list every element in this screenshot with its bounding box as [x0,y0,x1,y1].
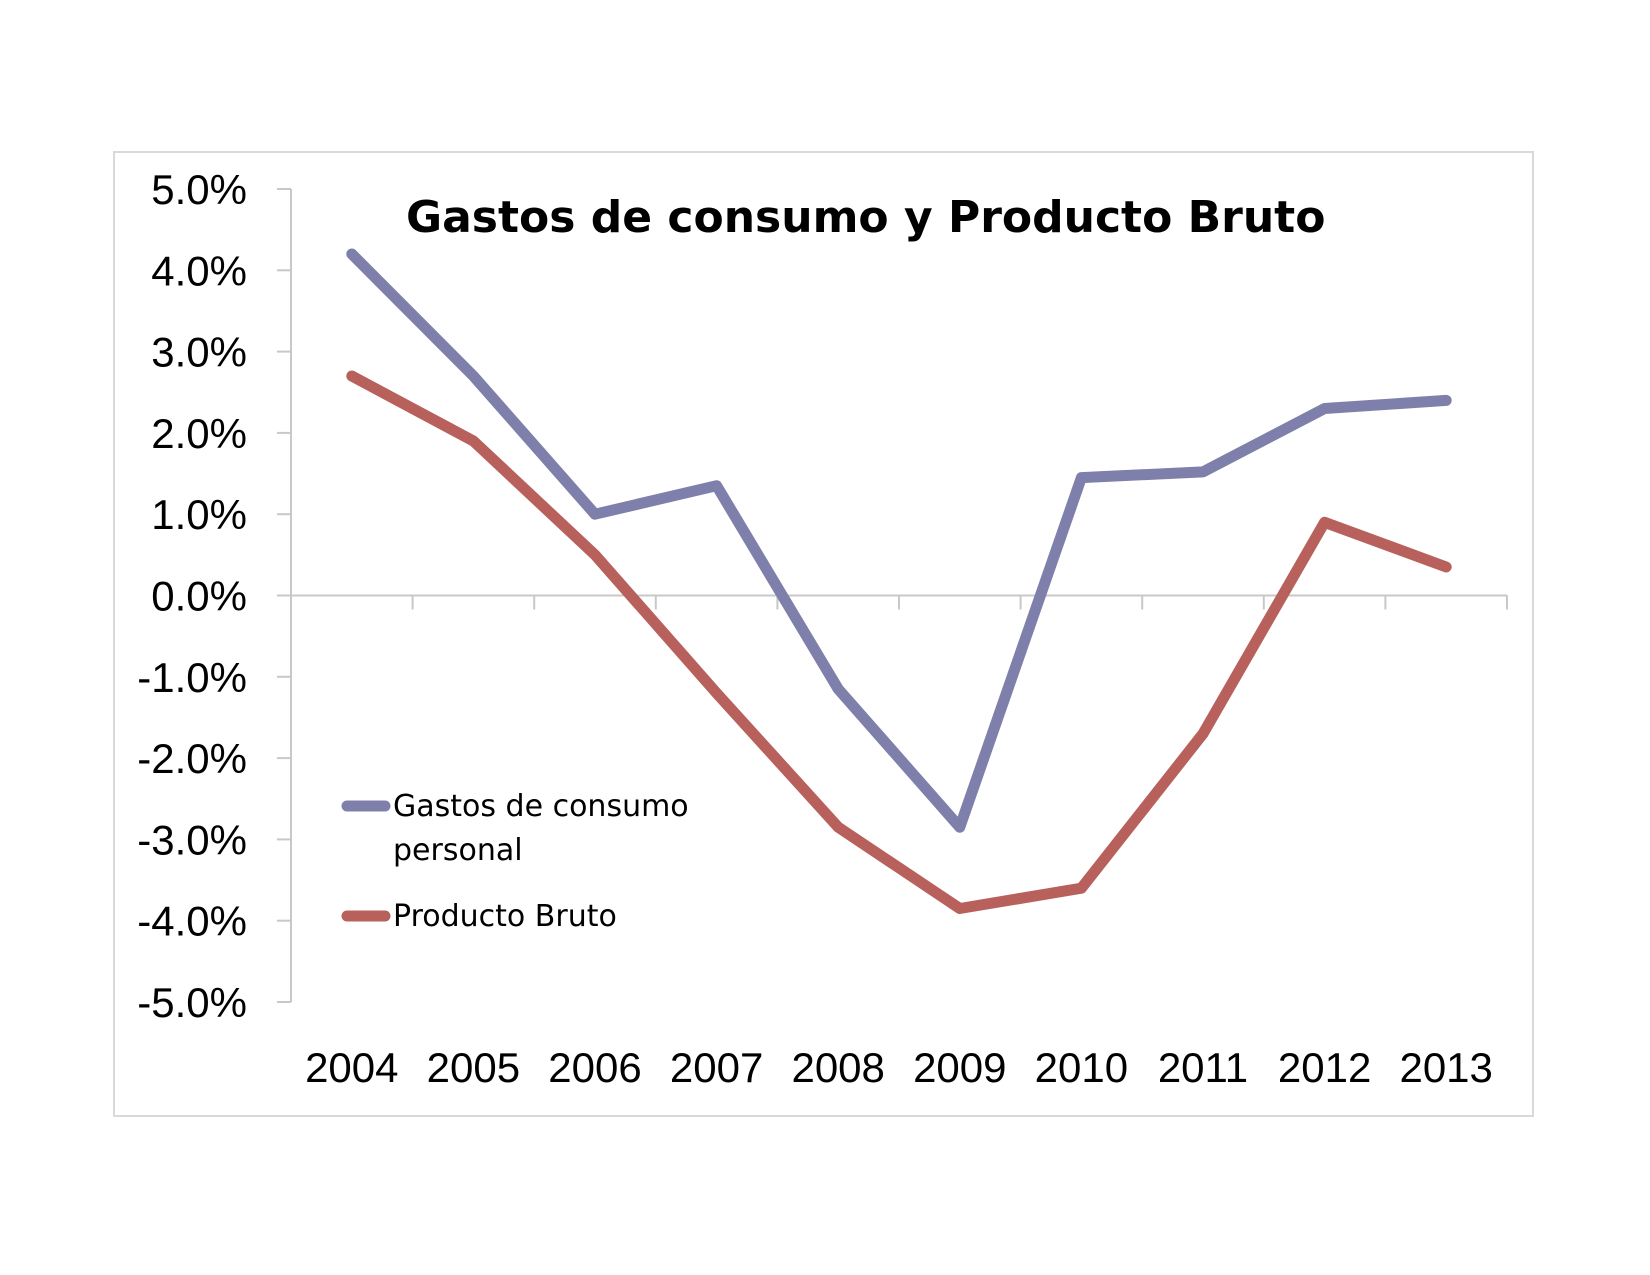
x-tick-label: 2010 [1035,1044,1128,1091]
y-tick-label: 1.0% [151,491,247,538]
legend-label: Producto Bruto [393,899,617,934]
series-line-2 [346,370,1452,914]
legend-label: Gastos de consumo [393,789,689,824]
y-tick-label: 2.0% [151,410,247,457]
x-tick-label: 2009 [913,1044,1006,1091]
line-chart: 5.0% 4.0% 3.0% 2.0% 1.0% 0.0% -1.0% -2.0% -3.0% -… [137,166,1508,1091]
x-tick-label: 2007 [670,1044,763,1091]
y-tick-label: -1.0% [137,654,247,701]
y-tick-label: 3.0% [151,329,247,376]
series-lines [346,248,1452,914]
x-tick-label: 2004 [305,1044,398,1091]
y-tick-label: 4.0% [151,247,247,294]
y-tick-label: -5.0% [137,979,247,1026]
x-tick-label: 2005 [427,1044,520,1091]
chart-title: Gastos de consumo y Producto Bruto [406,192,1325,243]
axes: 5.0% 4.0% 3.0% 2.0% 1.0% 0.0% -1.0% -2.0% -3.0% -… [137,166,1508,1091]
chart-frame: 5.0% 4.0% 3.0% 2.0% 1.0% 0.0% -1.0% -2.0% -3.0% -… [113,151,1534,1117]
x-tick-label: 2012 [1278,1044,1371,1091]
legend-label: personal [393,833,523,868]
y-tick-label: 5.0% [151,166,247,213]
series-line-1 [346,248,1452,833]
y-tick-label: -3.0% [137,816,247,863]
y-tick-label: -2.0% [137,735,247,782]
x-tick-label: 2006 [548,1044,641,1091]
x-tick-label: 2011 [1158,1044,1248,1091]
y-tick-label: 0.0% [151,573,247,620]
y-tick-label: -4.0% [137,898,247,945]
x-tick-label: 2008 [791,1044,884,1091]
legend: Gastos de consumo personal Producto Bruto [341,789,689,934]
x-tick-label: 2013 [1399,1044,1492,1091]
